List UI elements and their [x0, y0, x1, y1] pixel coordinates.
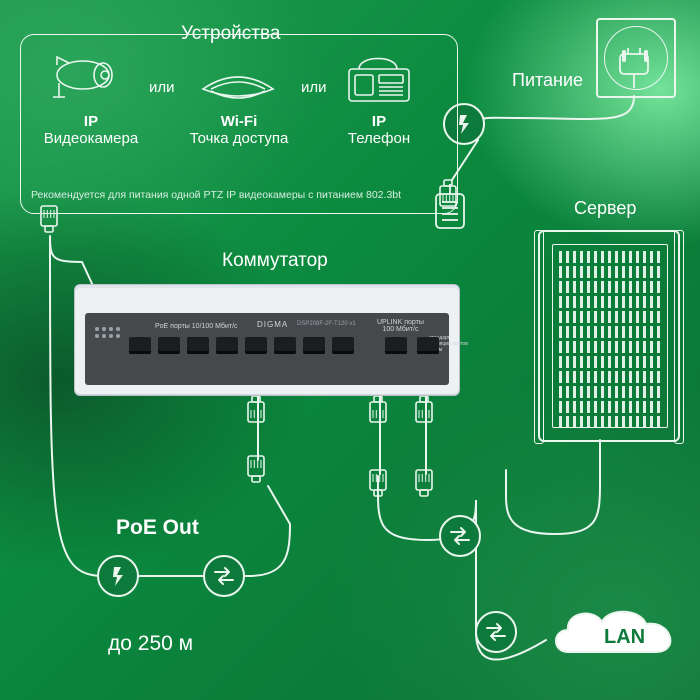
device-phone: IP Телефон — [331, 113, 427, 147]
switch-poe-ports — [129, 337, 354, 354]
poe-distance-label: до 250 м — [108, 632, 193, 656]
power-plug-icon — [606, 48, 662, 104]
device-ipcam: IP Видеокамера — [43, 113, 139, 147]
network-switch: DIGMA DSP208F-2F-T120 v1 PoE порты 10/10… — [74, 284, 460, 396]
device-phone-sub: Телефон — [331, 130, 427, 147]
switch-front-panel: DIGMA DSP208F-2F-T120 v1 PoE порты 10/10… — [85, 313, 449, 385]
switch-poe-text: PoE порты 10/100 Мбит/с — [155, 323, 238, 330]
or-label-2: или — [301, 79, 327, 96]
device-ap: Wi-Fi Точка доступа — [179, 113, 299, 147]
server-label: Сервер — [574, 198, 636, 219]
devices-box: Устройства или или IP Видеокамера — [20, 34, 458, 214]
devices-title: Устройства — [175, 23, 286, 45]
power-label: Питание — [512, 70, 583, 91]
switch-uplink-text: UPLINK порты 100 Мбит/с — [377, 319, 424, 333]
ip-camera-icon — [45, 53, 131, 109]
lan-label: LAN — [604, 626, 645, 649]
server-rack-icon — [538, 230, 680, 442]
switch-uplink-ports — [385, 337, 439, 354]
device-ap-title: Wi-Fi — [179, 113, 299, 130]
switch-model: DSP208F-2F-T120 v1 — [297, 321, 356, 327]
or-label-1: или — [149, 79, 175, 96]
device-ap-sub: Точка доступа — [179, 130, 299, 147]
switch-label: Коммутатор — [222, 250, 328, 272]
device-ipcam-sub: Видеокамера — [43, 130, 139, 147]
devices-recommendation: Рекомендуется для питания одной PTZ IP в… — [31, 189, 401, 202]
ip-phone-icon — [341, 49, 419, 109]
poe-out-label: PoE Out — [116, 516, 199, 540]
device-ipcam-title: IP — [43, 113, 139, 130]
lan-cloud: LAN — [548, 600, 682, 670]
wifi-ap-icon — [195, 57, 281, 107]
power-brick-icon — [426, 180, 474, 236]
switch-brand: DIGMA — [257, 320, 288, 329]
device-phone-title: IP — [331, 113, 427, 130]
